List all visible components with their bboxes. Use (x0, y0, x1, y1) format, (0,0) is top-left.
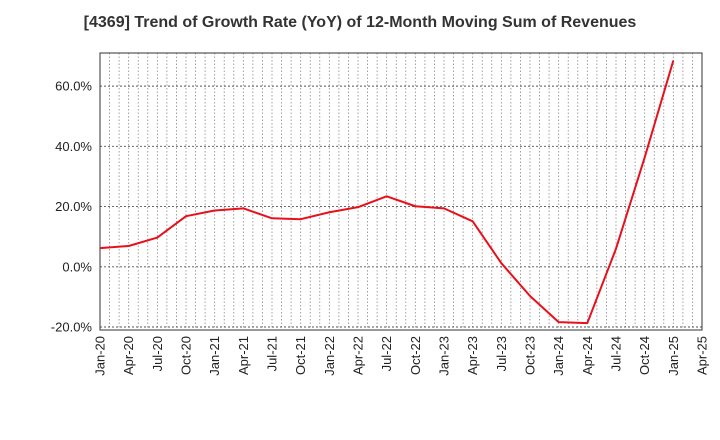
x-tick-label: Jan-21 (207, 336, 222, 376)
y-tick-label: 60.0% (55, 79, 92, 94)
x-tick-label: Jul-23 (494, 336, 509, 371)
x-tick-label: Jul-21 (265, 336, 280, 371)
y-tick-label: 40.0% (55, 139, 92, 154)
plot-area (100, 53, 702, 330)
x-tick-label: Jul-20 (150, 336, 165, 371)
y-tick-label: -20.0% (51, 319, 93, 334)
x-tick-label: Jan-25 (666, 336, 681, 376)
x-tick-label: Apr-25 (695, 336, 710, 375)
x-tick-label: Jan-20 (93, 336, 108, 376)
x-tick-label: Jan-22 (322, 336, 337, 376)
y-tick-label: 20.0% (55, 199, 92, 214)
x-tick-label: Oct-22 (408, 336, 423, 375)
x-tick-label: Jul-24 (609, 336, 624, 371)
x-tick-label: Oct-24 (637, 336, 652, 375)
chart-title: [4369] Trend of Growth Rate (YoY) of 12-… (83, 14, 637, 31)
x-tick-label: Oct-21 (293, 336, 308, 375)
x-tick-label: Apr-21 (236, 336, 251, 375)
x-tick-label: Jan-23 (437, 336, 452, 376)
x-tick-label: Jul-22 (379, 336, 394, 371)
y-tick-label: 0.0% (62, 259, 92, 274)
x-tick-label: Oct-20 (179, 336, 194, 375)
x-tick-label: Apr-20 (121, 336, 136, 375)
x-tick-label: Jan-24 (551, 336, 566, 376)
x-tick-label: Oct-23 (523, 336, 538, 375)
plot-border (99, 52, 703, 331)
x-tick-label: Apr-22 (351, 336, 366, 375)
series-line (99, 60, 675, 325)
x-tick-label: Apr-24 (580, 336, 595, 375)
x-tick-label: Apr-23 (465, 336, 480, 375)
